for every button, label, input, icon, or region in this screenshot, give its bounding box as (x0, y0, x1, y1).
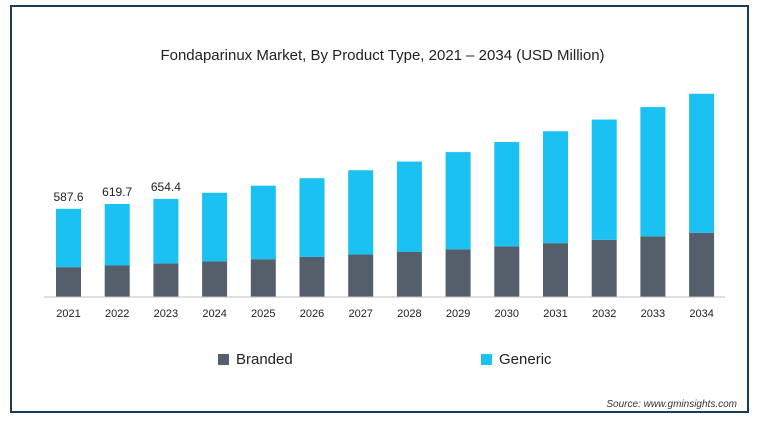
bar-branded-2022 (104, 265, 130, 297)
bar-branded-2033 (640, 236, 666, 297)
x-tick-label-2031: 2031 (543, 308, 567, 320)
x-tick-label-2028: 2028 (397, 308, 421, 320)
bar-generic-2026 (299, 178, 325, 257)
bar-branded-2031 (543, 243, 568, 297)
data-label-2021: 587.6 (53, 190, 83, 204)
x-tick-label-2026: 2026 (300, 308, 324, 320)
bar-branded-2032 (591, 239, 617, 297)
bar-generic-2022 (104, 204, 130, 266)
x-tick-label-2027: 2027 (348, 308, 372, 320)
bar-generic-2031 (543, 131, 568, 244)
x-tick-label-2033: 2033 (641, 308, 665, 320)
legend-label-generic: Generic (499, 351, 552, 368)
bar-branded-2028 (396, 252, 422, 297)
x-tick-label-2032: 2032 (592, 308, 616, 320)
x-tick-label-2024: 2024 (202, 308, 226, 320)
bar-branded-2026 (299, 256, 325, 297)
chart-title: Fondaparinux Market, By Product Type, 20… (160, 47, 605, 64)
x-tick-label-2030: 2030 (495, 308, 519, 320)
source-note: Source: www.gminsights.com (606, 399, 737, 410)
bar-generic-2032 (591, 119, 617, 240)
legend-label-branded: Branded (236, 351, 293, 368)
bar-generic-2028 (396, 161, 422, 252)
x-tick-label-2025: 2025 (251, 308, 275, 320)
x-tick-label-2023: 2023 (154, 308, 178, 320)
bar-generic-2027 (348, 170, 374, 255)
bar-branded-2027 (348, 254, 374, 297)
bar-generic-2029 (445, 152, 471, 250)
bar-generic-2024 (202, 192, 228, 262)
chart-frame (10, 5, 749, 413)
bar-generic-2033 (640, 107, 666, 237)
legend-item-branded: Branded (218, 351, 293, 368)
x-tick-label-2021: 2021 (56, 308, 80, 320)
x-tick-label-2022: 2022 (105, 308, 129, 320)
data-label-2023: 654.4 (151, 180, 181, 194)
data-label-2022: 619.7 (102, 185, 132, 199)
bar-branded-2030 (494, 246, 520, 297)
x-tick-label-2034: 2034 (689, 308, 713, 320)
bar-branded-2023 (153, 263, 179, 297)
bar-branded-2029 (445, 249, 471, 297)
bar-branded-2034 (689, 232, 715, 297)
x-tick-label-2029: 2029 (446, 308, 470, 320)
bar-branded-2021 (56, 267, 81, 297)
legend-swatch-generic (481, 354, 492, 365)
legend-item-generic: Generic (481, 351, 552, 368)
legend-swatch-branded (218, 354, 229, 365)
bar-generic-2025 (250, 185, 276, 260)
bar-generic-2034 (689, 93, 715, 233)
bar-branded-2025 (250, 259, 276, 297)
bar-generic-2021 (56, 208, 81, 268)
bar-generic-2023 (153, 198, 179, 264)
bar-generic-2030 (494, 142, 520, 247)
bar-branded-2024 (202, 261, 228, 297)
